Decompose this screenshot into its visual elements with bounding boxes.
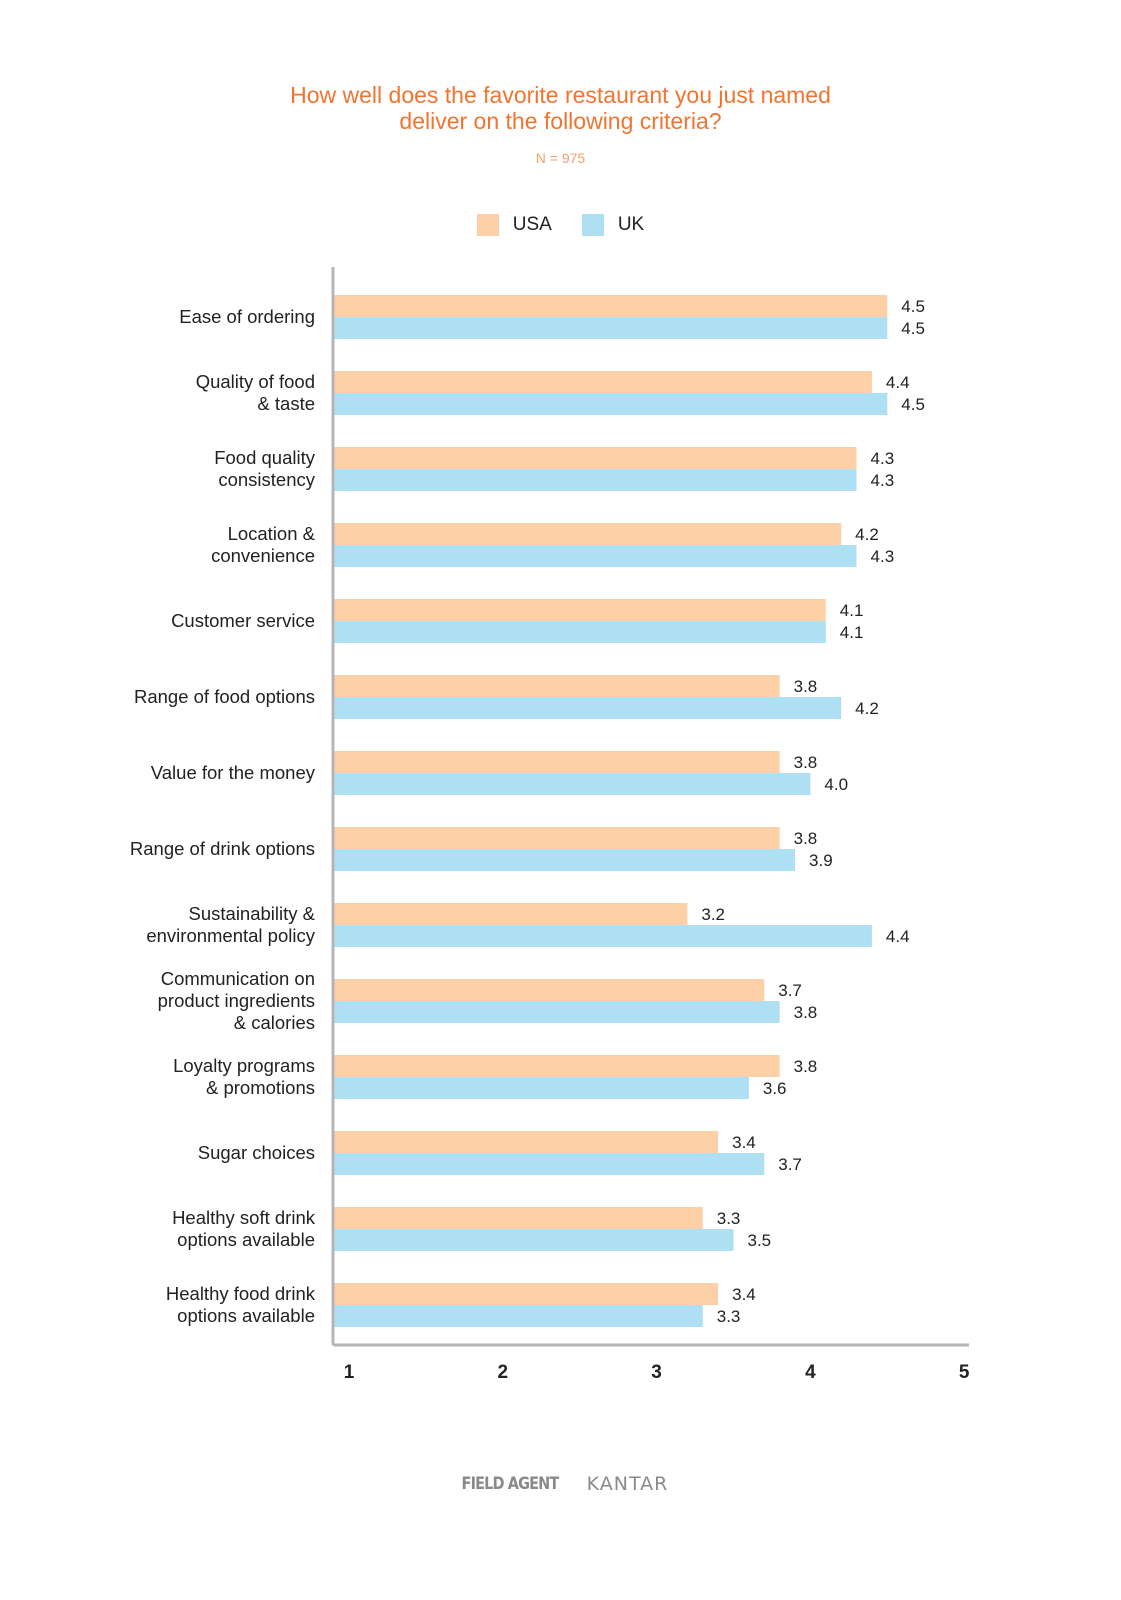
bar-usa [334,827,780,849]
bar-usa [334,751,780,773]
x-tick-label: 5 [959,1362,970,1383]
data-label-uk: 4.4 [886,927,910,946]
data-label-usa: 3.8 [794,677,818,696]
category-label: Sugar choices [198,1142,315,1163]
category-label: Value for the money [151,762,316,783]
legend-label-usa: USA [512,214,552,235]
bar-uk [334,1229,734,1251]
bar-usa [334,371,872,393]
x-tick-label: 4 [805,1362,816,1383]
bar-uk [334,317,888,339]
data-label-uk: 4.3 [871,471,895,490]
kantar-logo: KANTAR [586,1473,669,1495]
bar-uk [334,393,888,415]
bar-uk [334,1077,749,1099]
legend-swatch-usa [476,214,499,236]
legend-item-usa: USA [476,214,552,236]
bar-usa [334,979,765,1001]
data-label-uk: 4.2 [855,699,879,718]
chart-title: How well does the favorite restaurant yo… [290,82,831,134]
category-label: Range of drink options [130,838,315,859]
data-label-usa: 4.3 [871,449,895,468]
category-label: Location & convenience [211,523,316,566]
data-label-uk: 3.8 [794,1003,818,1022]
data-label-usa: 4.5 [901,297,925,316]
data-label-uk: 4.1 [840,623,864,642]
category-label: Food quality consistency [214,447,316,490]
category-label: Healthy food drink options available [166,1283,316,1326]
data-label-uk: 4.0 [824,775,848,794]
data-label-uk: 3.7 [778,1155,802,1174]
category-label: Customer service [171,610,315,631]
bar-usa [334,903,688,925]
data-label-usa: 3.4 [732,1285,756,1304]
category-label: Communication on product ingredients & cal… [158,968,315,1033]
data-label-usa: 3.8 [794,753,818,772]
category-label: Ease of ordering [179,306,315,327]
bar-uk [334,849,796,871]
bar-uk [334,621,826,643]
legend-label-uk: UK [617,214,645,235]
data-label-usa: 4.1 [840,601,864,620]
bar-uk [334,1305,703,1327]
bar-chart: 4.5 4.5 Ease of ordering 4.4 4.5 Quality of f… [130,267,970,1383]
x-tick-label: 2 [498,1362,509,1383]
data-label-usa: 3.7 [778,981,802,1000]
data-label-uk: 4.3 [871,547,895,566]
bar-usa [334,523,842,545]
data-label-usa: 3.8 [794,1057,818,1076]
bar-usa [334,599,826,621]
data-label-usa: 4.2 [855,525,879,544]
data-label-usa: 3.3 [717,1209,741,1228]
bar-usa [334,295,888,317]
bar-usa [334,1055,780,1077]
data-label-usa: 3.4 [732,1133,756,1152]
bar-usa [334,447,857,469]
data-label-uk: 3.9 [809,851,833,870]
category-label: Range of food options [134,686,315,707]
data-label-uk: 3.6 [763,1079,787,1098]
data-label-usa: 3.8 [794,829,818,848]
category-label: Loyalty programs & promotions [173,1055,315,1098]
x-tick-label: 3 [651,1362,662,1383]
bar-usa [334,1207,703,1229]
category-label: Quality of food & taste [196,371,315,414]
bar-usa [334,1131,719,1153]
data-label-uk: 3.3 [717,1307,741,1326]
footer-logos: FIELD AGENT KANTAR [0,1473,1121,1495]
data-label-uk: 3.5 [748,1231,772,1250]
bar-uk [334,925,872,947]
legend-item-uk: UK [581,214,645,236]
bar-uk [334,469,857,491]
category-label: Healthy soft drink options available [172,1207,316,1250]
bar-usa [334,1283,719,1305]
data-label-usa: 3.2 [701,905,725,924]
bar-uk [334,1001,780,1023]
bar-uk [334,545,857,567]
bar-uk [334,1153,765,1175]
data-label-uk: 4.5 [901,319,925,338]
legend-swatch-uk [581,214,604,236]
bar-usa [334,675,780,697]
chart-subtitle: N = 975 [535,150,586,166]
bar-uk [334,697,842,719]
data-label-uk: 4.5 [901,395,925,414]
x-tick-label: 1 [344,1362,355,1383]
bar-uk [334,773,811,795]
data-label-usa: 4.4 [886,373,910,392]
legend: USA UK [0,214,1121,236]
field-agent-logo: FIELD AGENT [461,1474,559,1494]
category-label: Sustainability & environmental policy [146,903,315,946]
